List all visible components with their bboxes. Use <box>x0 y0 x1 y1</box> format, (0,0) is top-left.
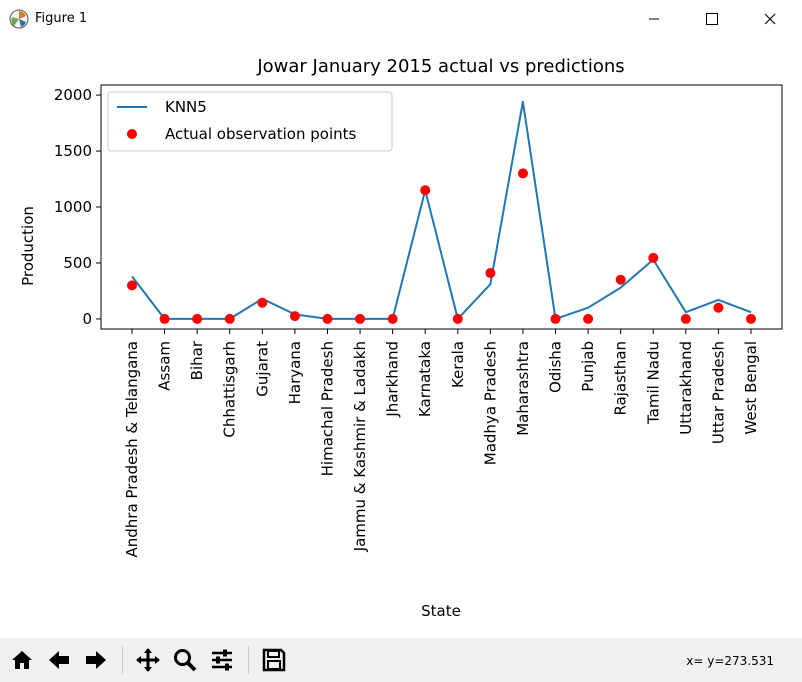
x-tick-label: Haryana <box>286 341 304 404</box>
window-titlebar: Figure 1 <box>0 0 802 38</box>
actual-observation-point <box>322 313 333 324</box>
maximize-button[interactable] <box>689 0 735 38</box>
actual-observation-point <box>452 313 463 324</box>
x-axis-label: State <box>421 602 461 620</box>
actual-observation-point <box>127 280 137 291</box>
actual-observation-point <box>550 313 561 324</box>
maximize-icon <box>706 13 718 25</box>
toolbar-separator <box>248 646 249 674</box>
chart: Jowar January 2015 actual vs predictions… <box>19 56 783 620</box>
x-tick-label: Jammu & Kashmir & Ladakh <box>351 341 369 552</box>
zoom-button[interactable] <box>169 644 201 676</box>
minimize-icon <box>649 18 659 20</box>
y-tick-label: 1500 <box>54 142 92 160</box>
legend-dot-swatch <box>127 129 137 139</box>
save-icon <box>262 648 286 672</box>
matplotlib-logo-icon <box>9 9 29 29</box>
legend: KNN5 Actual observation points <box>107 91 393 152</box>
x-tick-label: Tamil Nadu <box>644 341 662 425</box>
actual-observation-point <box>485 268 496 279</box>
actual-observation-point <box>192 313 203 324</box>
actual-observation-point <box>159 313 170 324</box>
legend-frame <box>107 91 393 152</box>
actual-observation-point <box>583 313 594 324</box>
actual-observation-point <box>420 185 431 196</box>
navigation-toolbar: x= y=273.531 <box>0 638 802 682</box>
chart-title: Jowar January 2015 actual vs predictions <box>256 56 624 77</box>
y-tick-label: 500 <box>63 254 92 272</box>
legend-label-knn5: KNN5 <box>165 98 207 116</box>
y-tick-label: 0 <box>82 310 92 328</box>
x-tick-label: Odisha <box>547 341 565 393</box>
y-axis-label: Production <box>19 206 37 286</box>
forward-icon <box>86 651 106 669</box>
x-tick-label: Madhya Pradesh <box>481 341 499 465</box>
actual-observation-point <box>517 168 528 179</box>
window-title: Figure 1 <box>35 11 88 26</box>
configure-subplots-button[interactable] <box>206 644 238 676</box>
zoom-icon <box>174 649 197 672</box>
x-tick-label: Assam <box>156 341 174 391</box>
pan-icon <box>136 648 160 672</box>
knn5-series-line <box>131 100 752 320</box>
x-tick-label: Chhattisgarh <box>221 341 239 438</box>
configure-subplots-icon <box>212 649 232 671</box>
x-tick-label: Karnataka <box>416 341 434 417</box>
toolbar-separator <box>122 646 123 674</box>
actual-observation-point <box>648 252 659 263</box>
x-tick-label: Maharashtra <box>514 341 532 436</box>
x-tick-label: Gujarat <box>253 341 271 397</box>
actual-observation-point <box>355 313 366 324</box>
x-tick-label: Jharkhand <box>384 341 402 418</box>
home-icon <box>12 651 32 669</box>
forward-button[interactable] <box>80 644 112 676</box>
actual-observation-point <box>289 311 300 322</box>
close-button[interactable] <box>747 0 793 38</box>
x-tick-label: Rajasthan <box>612 341 630 416</box>
figure-canvas[interactable]: Jowar January 2015 actual vs predictions… <box>0 38 802 638</box>
legend-label-actual: Actual observation points <box>165 125 356 143</box>
minimize-button[interactable] <box>631 0 677 38</box>
x-tick-label: Uttarakhand <box>677 341 695 435</box>
x-tick-label: Punjab <box>579 341 597 392</box>
x-tick-label: Uttar Pradesh <box>709 341 727 444</box>
cursor-coordinates: x= y=273.531 <box>686 654 774 668</box>
close-icon <box>764 13 776 25</box>
actual-observation-point <box>615 274 626 285</box>
actual-observation-point <box>387 313 398 324</box>
y-tick-label: 2000 <box>54 86 92 104</box>
actual-observation-point <box>746 313 756 324</box>
actual-observation-point <box>680 313 691 324</box>
pan-button[interactable] <box>132 644 164 676</box>
home-button[interactable] <box>6 644 38 676</box>
y-tick-label: 1000 <box>54 198 92 216</box>
x-tick-label: Andhra Pradesh & Telangana <box>123 341 141 558</box>
actual-observation-point <box>224 313 235 324</box>
save-button[interactable] <box>258 644 290 676</box>
back-icon <box>49 651 69 669</box>
x-tick-label: Kerala <box>449 341 467 388</box>
x-tick-label: Bihar <box>188 340 206 380</box>
x-tick-label: West Bengal <box>742 341 760 435</box>
x-tick-label: Himachal Pradesh <box>318 341 336 476</box>
actual-observation-point <box>713 302 724 313</box>
actual-observation-point <box>257 297 268 308</box>
back-button[interactable] <box>43 644 75 676</box>
